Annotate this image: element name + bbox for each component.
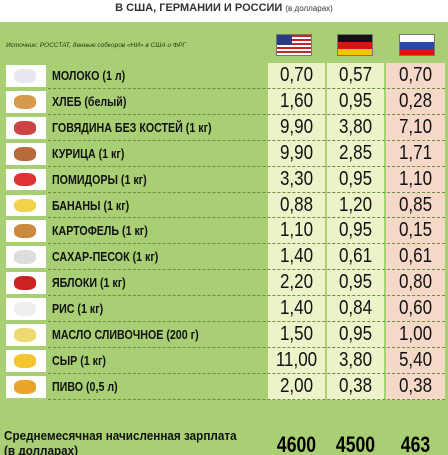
flag-usa: [276, 34, 312, 56]
flag-russia: [399, 34, 435, 56]
item-name: БАНАНЫ (1 кг): [52, 197, 130, 213]
price: 0,70: [398, 64, 433, 86]
price: 1,10: [279, 219, 314, 242]
column-bg: [268, 63, 325, 400]
icon-art: [14, 379, 36, 394]
price: 1,00: [398, 323, 433, 345]
price: 0,38: [398, 374, 433, 397]
price: 7,10: [398, 115, 433, 138]
price: 9,90: [279, 115, 314, 138]
price: 2,85: [338, 141, 373, 164]
icon-art: [14, 69, 36, 83]
footer-label: Среднемесячная начисленная зарплата (в д…: [4, 428, 237, 455]
price: 5,40: [398, 348, 433, 371]
salary: 4500: [335, 432, 376, 455]
separator: [48, 398, 445, 400]
price: 1,60: [279, 89, 314, 112]
price: 0,15: [398, 219, 433, 242]
price: 1,40: [279, 297, 314, 320]
price: 1,20: [338, 193, 373, 216]
separator: [48, 269, 445, 271]
icon-art: [14, 172, 36, 187]
item-name: ЯБЛОКИ (1 кг): [52, 275, 126, 291]
item-name: КУРИЦА (1 кг): [52, 145, 125, 161]
price: 1,10: [398, 167, 433, 190]
separator: [48, 139, 445, 141]
icon-art: [14, 250, 36, 265]
icon-art: [14, 276, 36, 291]
flag-germany: [337, 34, 373, 56]
price: 3,30: [279, 167, 314, 190]
item-name: ПОМИДОРЫ (1 кг): [52, 171, 147, 187]
source: Источник: РОССТАТ, данные собкоров «НИ» …: [6, 42, 186, 49]
item-name: ГОВЯДИНА БЕЗ КОСТЕЙ (1 кг): [52, 119, 212, 135]
separator: [48, 165, 445, 167]
item-name: КАРТОФЕЛЬ (1 кг): [52, 223, 148, 239]
item-name: ХЛЕБ (белый): [52, 93, 127, 109]
salary: 4600: [276, 432, 317, 455]
icon-art: [14, 353, 36, 368]
price: 0,95: [338, 271, 373, 294]
price: 0,38: [338, 374, 373, 397]
separator: [48, 217, 445, 219]
icon-art: [14, 328, 36, 342]
price: 0,95: [338, 323, 373, 345]
price: 2,20: [279, 271, 314, 294]
price: 2,00: [279, 374, 314, 397]
item-name: РИС (1 кг): [52, 301, 104, 317]
price: 0,85: [398, 193, 433, 216]
price: 0,70: [279, 64, 314, 86]
separator: [48, 113, 445, 115]
price: 0,95: [338, 89, 373, 112]
price: 1,71: [398, 141, 433, 164]
icon-art: [14, 302, 36, 316]
icon-art: [14, 94, 36, 109]
separator: [48, 295, 445, 297]
price: 3,80: [338, 348, 373, 371]
price: 0,28: [398, 89, 433, 112]
separator: [48, 243, 445, 245]
icon-art: [14, 146, 36, 161]
separator: [48, 346, 445, 348]
item-name: ПИВО (0,5 л): [52, 378, 118, 394]
price: 0,95: [338, 219, 373, 242]
price: 1,40: [279, 245, 314, 268]
title-block: В США, ГЕРМАНИИ И РОССИИ (в долларах): [0, 2, 448, 14]
price: 0,60: [398, 297, 433, 320]
price: 0,95: [338, 167, 373, 190]
item-name: СЫР (1 кг): [52, 352, 106, 368]
price: 0,57: [338, 64, 373, 86]
title: В США, ГЕРМАНИИ И РОССИИ: [115, 2, 283, 14]
item-name: МОЛОКО (1 л): [52, 68, 126, 83]
salary: 463: [400, 432, 431, 455]
price: 0,84: [338, 297, 373, 320]
title-note: (в долларах): [285, 4, 333, 13]
icon-art: [14, 198, 36, 213]
price: 3,80: [338, 115, 373, 138]
column-bg: [327, 63, 384, 400]
separator: [48, 191, 445, 193]
separator: [48, 372, 445, 374]
price: 9,90: [279, 141, 314, 164]
price: 1,50: [279, 323, 314, 345]
price: 0,61: [398, 245, 433, 268]
price: 11,00: [275, 348, 318, 371]
icon-art: [14, 120, 36, 135]
item-name: МАСЛО СЛИВОЧНОЕ (200 г): [52, 327, 199, 342]
separator: [48, 87, 445, 89]
price: 0,61: [338, 245, 373, 268]
column-bg: [386, 63, 445, 400]
separator: [48, 321, 445, 322]
price: 0,80: [398, 271, 433, 294]
price: 0,88: [279, 193, 314, 216]
item-name: САХАР-ПЕСОК (1 кг): [52, 249, 159, 265]
icon-art: [14, 224, 36, 239]
